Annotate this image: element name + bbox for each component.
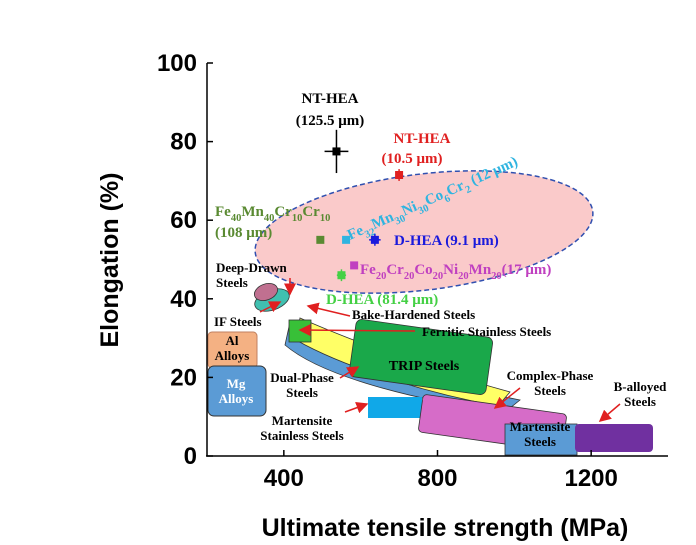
hea-region xyxy=(254,170,594,294)
point-label: (10.5 μm) xyxy=(382,151,443,167)
mg-region xyxy=(207,365,267,417)
arrow xyxy=(306,302,351,317)
mart-stainless-region xyxy=(368,397,422,418)
x-tick-label: 1200 xyxy=(564,465,617,492)
point-label: (125.5 μm) xyxy=(296,113,365,129)
bake-hardened-region xyxy=(288,319,312,343)
point xyxy=(395,171,404,180)
point-label: D-HEA (9.1 μm) xyxy=(394,233,499,249)
point-label: D-HEA (81.4 μm) xyxy=(326,292,438,308)
region-label: Mg Alloys xyxy=(219,376,254,406)
arrow xyxy=(344,401,369,414)
point-label: Fe40Mn40Cr10Cr10 xyxy=(215,204,330,224)
point xyxy=(316,235,325,244)
y-tick-label: 0 xyxy=(184,443,197,470)
region-label: Bake-Hardened Steels xyxy=(352,307,475,322)
point-label: (108 μm) xyxy=(215,225,272,241)
region-label: Martensite Steels xyxy=(510,419,571,449)
point-label: Fe20Cr20Co20Ni20Mn20(17 μm) xyxy=(360,262,551,282)
point-label: NT-HEA xyxy=(394,131,451,147)
arrow xyxy=(493,387,521,409)
region-label: B-alloyed Steels xyxy=(614,379,667,409)
arrow xyxy=(298,324,416,337)
y-tick-label: 40 xyxy=(170,286,197,313)
region-label: Deep-Drawn Steels xyxy=(216,260,288,290)
y-tick-label: 100 xyxy=(157,50,197,77)
region-label: Martensite Stainless Steels xyxy=(260,413,343,443)
region-label: IF Steels xyxy=(214,314,262,329)
x-axis-title: Ultimate tensile strength (MPa) xyxy=(262,514,629,542)
y-tick-label: 20 xyxy=(170,364,197,391)
arrow xyxy=(598,403,621,422)
region-label: Ferritic Stainless Steels xyxy=(422,324,551,339)
region-label: Al Alloys xyxy=(215,333,250,363)
region-label: Complex-Phase Steels xyxy=(507,368,594,398)
point xyxy=(337,271,346,280)
y-axis-title: Elongation (%) xyxy=(96,173,124,348)
region-labels: Deep-Drawn Steels IF Steels Bake-Hardened… xyxy=(214,260,667,449)
y-tick-label: 60 xyxy=(170,207,197,234)
arrows xyxy=(259,278,621,422)
arrow xyxy=(339,366,360,379)
deep-drawn-region xyxy=(253,283,279,301)
point xyxy=(332,147,341,156)
x-tick-label: 800 xyxy=(417,465,457,492)
x-tick-label: 400 xyxy=(264,465,304,492)
arrow xyxy=(259,301,282,313)
region-label: TRIP Steels xyxy=(389,359,460,374)
point xyxy=(342,235,351,244)
b-alloyed-region xyxy=(575,424,653,452)
y-tick-label: 80 xyxy=(170,129,197,156)
point xyxy=(350,261,359,270)
trip-region xyxy=(349,319,493,395)
region-label: Dual-Phase Steels xyxy=(270,370,334,400)
point-label: NT-HEA xyxy=(302,91,359,107)
point xyxy=(370,235,379,244)
